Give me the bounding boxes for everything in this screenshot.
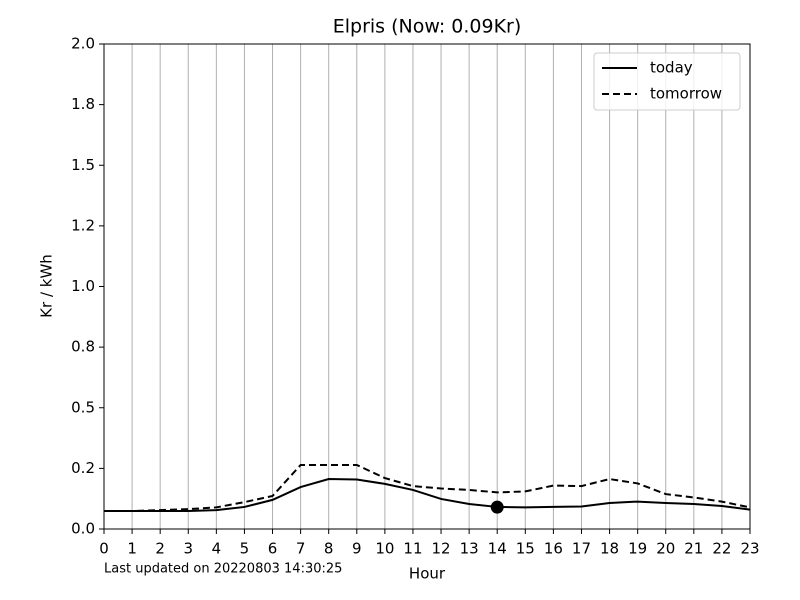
y-tick-label: 0.0	[71, 520, 95, 538]
y-tick-label: 1.2	[71, 216, 95, 234]
legend-label: tomorrow	[650, 85, 722, 103]
x-tick-label: 21	[684, 540, 703, 558]
x-tick-label: 20	[656, 540, 675, 558]
x-tick-label: 14	[488, 540, 507, 558]
x-tick-label: 12	[431, 540, 450, 558]
y-axis-label: Kr / kWh	[38, 254, 56, 318]
x-tick-label: 7	[296, 540, 306, 558]
series-line	[104, 463, 751, 513]
y-tick-label: 1.0	[71, 277, 95, 295]
plot-frame	[103, 43, 751, 530]
y-tick-label: 2.0	[71, 35, 95, 53]
x-tick-label: 16	[544, 540, 563, 558]
y-tick-label: 0.5	[71, 398, 95, 416]
x-tick-label: 10	[375, 540, 394, 558]
current-marker	[490, 500, 504, 514]
x-tick-label: 9	[352, 540, 362, 558]
x-tick-label: 19	[628, 540, 647, 558]
y-tick-label: 1.8	[71, 95, 95, 113]
x-tick-label: 1	[127, 540, 137, 558]
chart-title: Elpris (Now: 0.09Kr)	[333, 16, 522, 38]
x-tick-label: 13	[460, 540, 479, 558]
x-tick-label: 2	[155, 540, 165, 558]
x-axis-label: Hour	[409, 565, 446, 583]
x-tick-label: 4	[212, 540, 222, 558]
x-tick-label: 5	[240, 540, 250, 558]
x-tick-label: 11	[403, 540, 422, 558]
x-tick-label: 17	[572, 540, 591, 558]
x-tick-label: 15	[516, 540, 535, 558]
x-tick-label: 18	[600, 540, 619, 558]
x-tick-label: 3	[183, 540, 193, 558]
y-tick-label: 0.8	[71, 338, 95, 356]
y-tick-label: 0.2	[71, 459, 95, 477]
x-tick-label: 23	[740, 540, 759, 558]
x-tick-label: 6	[268, 540, 278, 558]
x-tick-label: 8	[324, 540, 334, 558]
x-tick-label: 22	[712, 540, 731, 558]
legend-label: today	[650, 59, 693, 77]
y-tick-label: 1.5	[71, 156, 95, 174]
footer-note: Last updated on 20220803 14:30:25	[104, 562, 342, 577]
series-line	[104, 478, 751, 513]
x-tick-label: 0	[99, 540, 109, 558]
